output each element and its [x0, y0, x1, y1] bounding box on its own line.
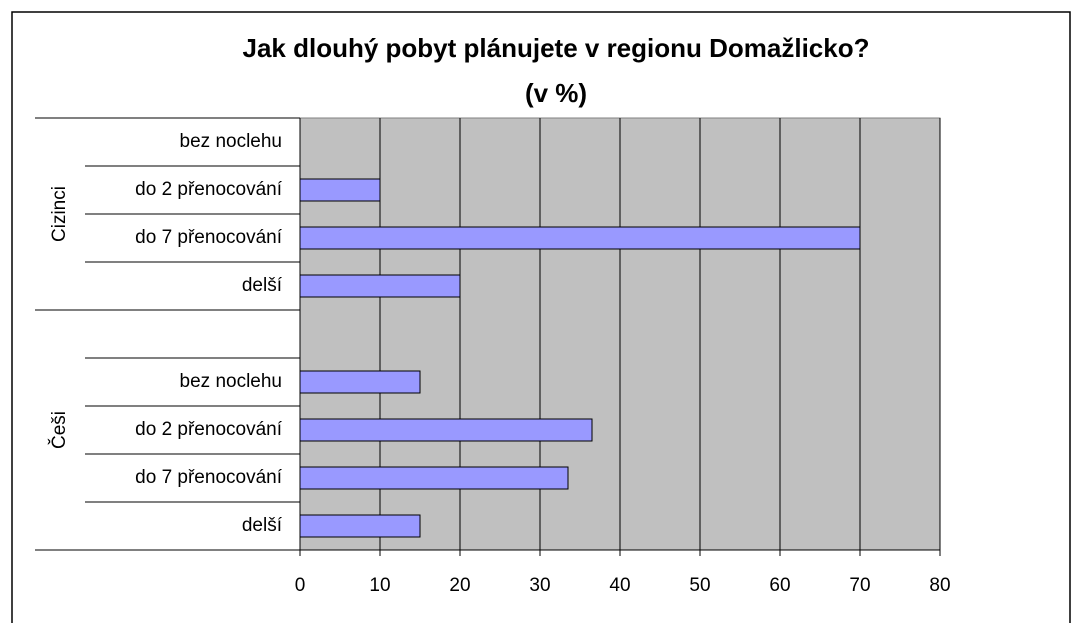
bar: [299, 178, 381, 202]
chart-subtitle: (v %): [525, 78, 587, 108]
x-tick-label: 70: [849, 575, 870, 596]
group-label: Cizinci: [49, 186, 70, 242]
x-tick-label: 30: [529, 575, 550, 596]
x-tick-label: 60: [769, 575, 790, 596]
x-tick-label: 40: [609, 575, 630, 596]
bar: [299, 514, 421, 538]
x-tick-label: 80: [929, 575, 950, 596]
group-label: Češi: [48, 411, 70, 449]
x-tick-label: 0: [295, 575, 306, 596]
x-tick-label: 20: [449, 575, 470, 596]
y-tick-label: bez noclehu: [180, 131, 282, 152]
y-tick-label: bez noclehu: [180, 371, 282, 392]
y-tick-label: do 2 přenocování: [135, 419, 283, 440]
y-tick-label: do 7 přenocování: [135, 467, 283, 488]
y-tick-label: delší: [242, 275, 283, 296]
bar: [299, 466, 569, 490]
bar: [299, 418, 593, 442]
x-tick-label: 10: [369, 575, 390, 596]
y-tick-label: do 2 přenocování: [135, 179, 283, 200]
bar: [299, 274, 461, 298]
x-tick-label: 50: [689, 575, 710, 596]
y-tick-label: delší: [242, 515, 283, 536]
y-tick-label: do 7 přenocování: [135, 227, 283, 248]
chart-title: Jak dlouhý pobyt plánujete v regionu Dom…: [243, 33, 870, 63]
bar: [299, 370, 421, 394]
bar: [299, 226, 861, 250]
